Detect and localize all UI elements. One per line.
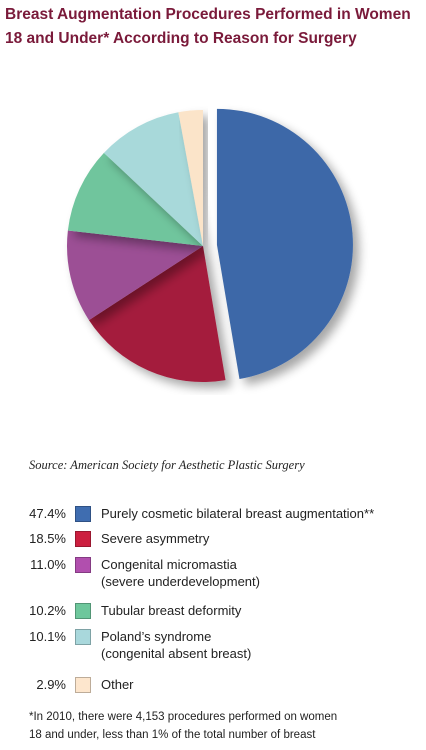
legend-label-line: Other bbox=[101, 677, 134, 692]
legend-label: Purely cosmetic bilateral breast augment… bbox=[101, 505, 421, 522]
legend-pct: 11.0% bbox=[30, 557, 66, 572]
source-note: Source: American Society for Aesthetic P… bbox=[29, 458, 305, 472]
legend-pct: 10.2% bbox=[29, 603, 66, 618]
legend-label: Congenital micromastia (severe underdeve… bbox=[101, 556, 421, 590]
footnote-line-2: 18 and under, less than 1% of the total … bbox=[29, 729, 316, 741]
pie-slice-micromastia bbox=[67, 230, 204, 321]
legend-label-line: Tubular breast deformity bbox=[101, 603, 242, 618]
legend-pct: 47.4% bbox=[29, 506, 66, 521]
chart-title-line-2: 18 and Under* According to Reason for Su… bbox=[5, 30, 357, 47]
legend-label: Other bbox=[101, 676, 421, 693]
legend-swatch bbox=[75, 557, 91, 573]
legend-label-line: (congenital absent breast) bbox=[101, 646, 252, 661]
pie-slice-poland bbox=[103, 112, 203, 246]
pie-chart bbox=[67, 108, 353, 382]
pie-slice-cosmetic bbox=[216, 108, 353, 379]
legend-pct: 18.5% bbox=[29, 531, 66, 546]
legend-pct: 2.9% bbox=[36, 677, 66, 692]
footnote: *In 2010, there were 4,153 procedures pe… bbox=[29, 708, 419, 744]
legend-label-line: (severe underdevelopment) bbox=[101, 574, 260, 589]
legend-label-line: Severe asymmetry bbox=[101, 531, 210, 546]
legend-swatch bbox=[75, 629, 91, 645]
footnote-line-1: *In 2010, there were 4,153 procedures pe… bbox=[29, 711, 338, 723]
legend-swatch bbox=[75, 603, 91, 619]
legend-label-line: Poland’s syndrome bbox=[101, 629, 212, 644]
legend-label: Tubular breast deformity bbox=[101, 602, 421, 619]
pie-slices bbox=[67, 108, 353, 382]
legend-label-line: Congenital micromastia bbox=[101, 557, 237, 572]
legend-label: Poland’s syndrome (congenital absent bre… bbox=[101, 628, 421, 662]
pie-slice-asymmetry bbox=[88, 246, 226, 382]
legend-pct: 10.1% bbox=[29, 629, 66, 644]
chart-title: Breast Augmentation Procedures Performed… bbox=[5, 3, 421, 51]
legend-swatch bbox=[75, 531, 91, 547]
pie-slice-other bbox=[178, 110, 203, 246]
legend-swatch bbox=[75, 677, 91, 693]
legend-label: Severe asymmetry bbox=[101, 530, 421, 547]
pie-slice-tubular bbox=[67, 152, 203, 246]
chart-title-line-1: Breast Augmentation Procedures Performed… bbox=[5, 6, 411, 23]
legend-swatch bbox=[75, 506, 91, 522]
legend-label-line: Purely cosmetic bilateral breast augment… bbox=[101, 506, 375, 521]
